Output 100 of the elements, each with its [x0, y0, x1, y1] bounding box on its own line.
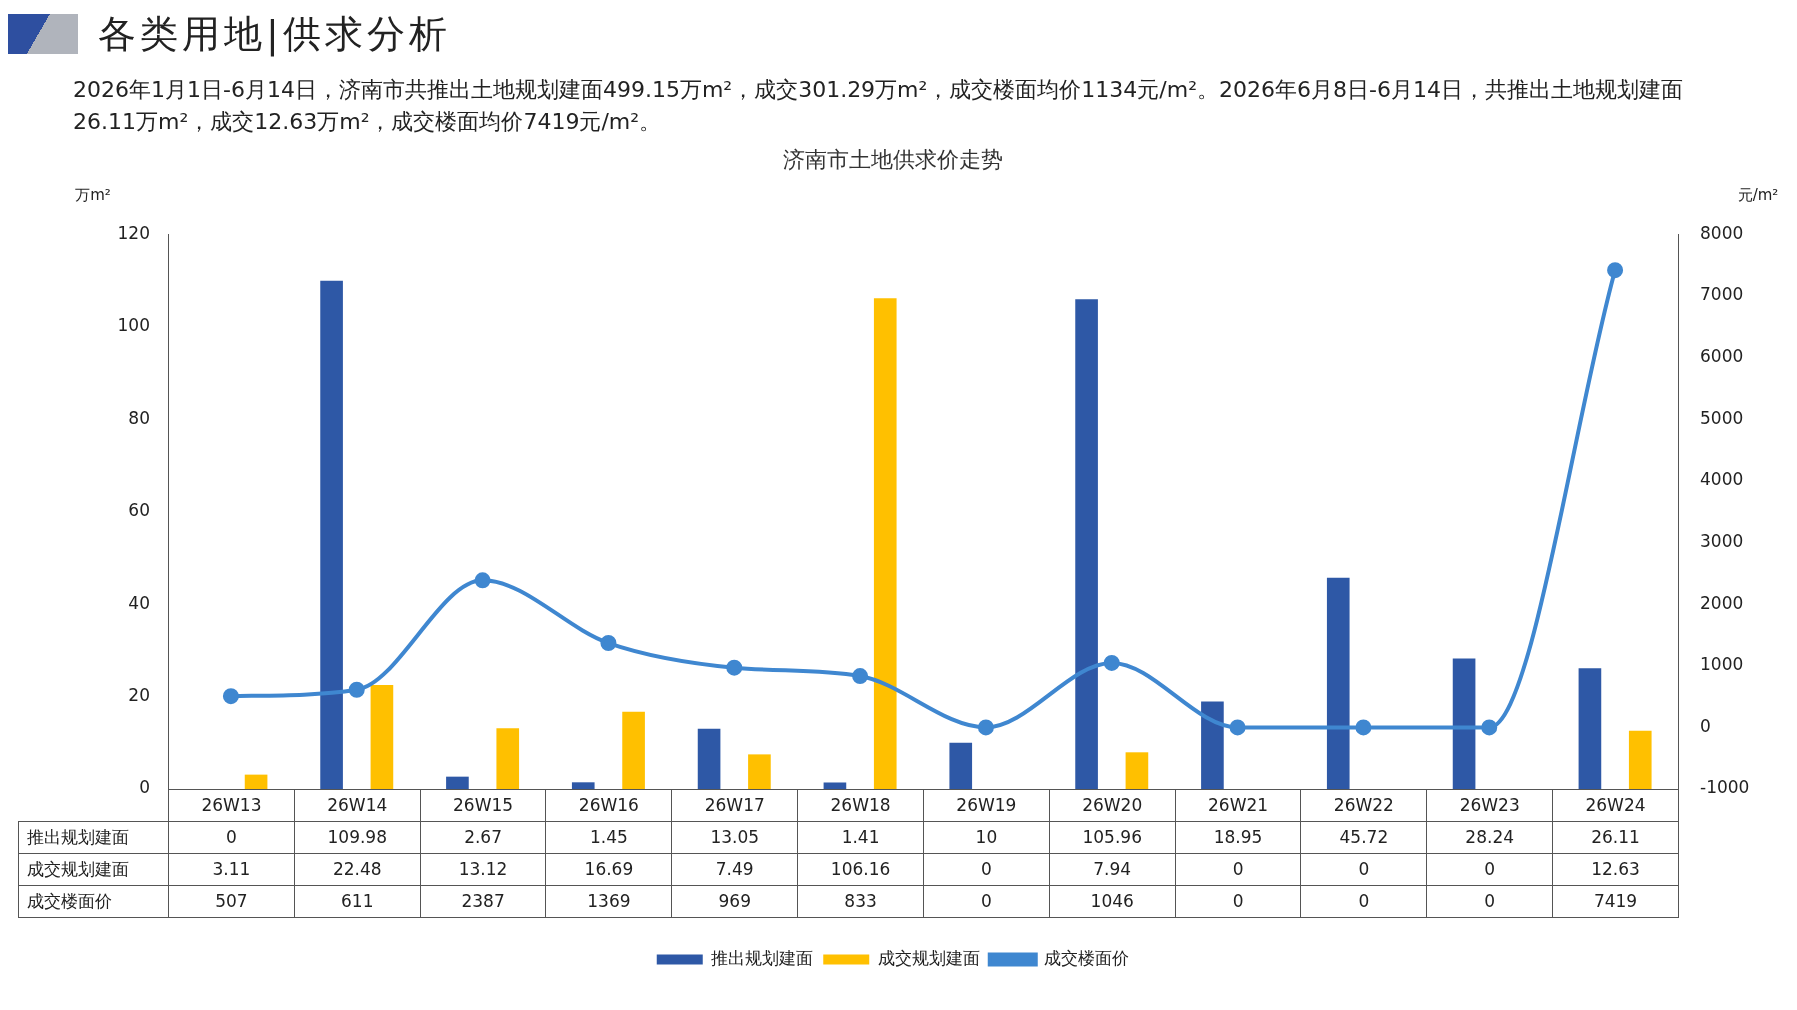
- y-tick-label: 120: [117, 222, 150, 243]
- y2-tick-label: 6000: [1700, 346, 1744, 367]
- data-label: 0: [1175, 885, 1301, 917]
- y-tick-label: 80: [128, 407, 150, 428]
- legend-label: 成交楼面价: [1044, 947, 1130, 968]
- data-label: 1.41: [797, 821, 924, 853]
- data-label: 13.05: [671, 821, 798, 853]
- text: 成交规划建面: [27, 858, 129, 879]
- data-label: 1046: [1049, 885, 1176, 917]
- x-tick-label: 26W20: [1049, 789, 1176, 821]
- data-label: 7419: [1552, 885, 1679, 917]
- y-tick-label: 20: [128, 684, 150, 705]
- x-tick-label: 26W16: [545, 789, 672, 821]
- data-label: 0: [1175, 853, 1301, 885]
- data-label: 16.69: [545, 853, 672, 885]
- text: 各类用地|供求分析: [98, 10, 451, 59]
- y2-tick-label: 3000: [1700, 530, 1744, 551]
- data-label: 7.94: [1049, 853, 1176, 885]
- bar: [320, 280, 343, 789]
- x-tick-label: 26W23: [1426, 789, 1553, 821]
- data-label: 833: [797, 885, 924, 917]
- point: [977, 719, 994, 736]
- legend-label: 推出规划建面: [711, 947, 814, 968]
- bar: [748, 754, 771, 789]
- bar: [1075, 299, 1098, 789]
- data-label: 2.67: [420, 821, 546, 853]
- data-label: 1.45: [545, 821, 672, 853]
- data-label: 0: [1300, 885, 1427, 917]
- point: [1355, 719, 1372, 736]
- x-tick-label: 26W18: [797, 789, 924, 821]
- data-label: 18.95: [1175, 821, 1301, 853]
- text: 2026年1月1日-6月14日，济南市共推出土地规划建面499.15万m²，成交301.29万m²，成交楼面均价1134元/m²。2026年6月8日-6月14日，共推出土地规划建面26.11万m²，成交12.63万m²，成交楼面均价7419元/m²。: [73, 76, 1684, 136]
- bar: [697, 728, 721, 789]
- data-label: 22.48: [294, 853, 421, 885]
- y2-tick-label: 1000: [1700, 654, 1744, 675]
- data-label: 105.96: [1049, 821, 1176, 853]
- data-label: 45.72: [1300, 821, 1427, 853]
- data-label: 611: [294, 885, 421, 917]
- data-label: 106.16: [797, 853, 924, 885]
- point: [600, 635, 617, 652]
- y2-tick-label: 7000: [1700, 284, 1744, 305]
- bar: [571, 782, 595, 789]
- data-label: 10: [923, 821, 1050, 853]
- x-tick-label: 26W15: [420, 789, 546, 821]
- bar: [1452, 658, 1476, 789]
- y2-tick-label: 4000: [1700, 469, 1744, 490]
- bar: [1628, 730, 1652, 789]
- bar: [1201, 701, 1224, 789]
- data-label: 2387: [420, 885, 546, 917]
- y-tick-label: 0: [139, 777, 150, 798]
- y2-tick-label: 8000: [1700, 222, 1744, 243]
- y2-axis-title: 元/m²: [1737, 186, 1779, 205]
- data-label: 0: [923, 853, 1050, 885]
- point: [1481, 719, 1498, 736]
- data-label: 0: [1300, 853, 1427, 885]
- bar: [949, 742, 973, 789]
- data-label: 0: [168, 821, 295, 853]
- bar: [244, 774, 268, 789]
- chart-title: 济南市土地供求价走势: [783, 146, 1003, 172]
- data-label: 1369: [545, 885, 672, 917]
- data-label: 969: [671, 885, 798, 917]
- bar: [1125, 752, 1149, 789]
- bar: [622, 711, 645, 789]
- x-tick-label: 26W22: [1300, 789, 1427, 821]
- point: [222, 688, 239, 705]
- data-label: 12.63: [1552, 853, 1679, 885]
- x-tick-label: 26W19: [923, 789, 1050, 821]
- y2-tick-label: -1000: [1700, 777, 1750, 798]
- data-label: 28.24: [1426, 821, 1553, 853]
- bar: [823, 782, 847, 789]
- data-label: 507: [168, 885, 295, 917]
- point: [348, 681, 365, 698]
- x-tick-label: 26W21: [1175, 789, 1301, 821]
- y-axis-title: 万m²: [75, 186, 111, 205]
- point: [726, 659, 743, 676]
- data-label: 0: [923, 885, 1050, 917]
- y-tick-label: 40: [128, 592, 150, 613]
- bar: [1578, 668, 1602, 789]
- point: [1607, 262, 1624, 279]
- text: 成交楼面价: [27, 890, 112, 911]
- x-tick-label: 26W14: [294, 789, 421, 821]
- bar: [446, 776, 469, 789]
- x-tick-label: 26W24: [1552, 789, 1679, 821]
- point: [852, 668, 869, 685]
- y2-tick-label: 2000: [1700, 592, 1744, 613]
- x-tick-label: 26W17: [671, 789, 798, 821]
- data-label: 109.98: [294, 821, 421, 853]
- bar: [370, 685, 394, 789]
- text: 推出规划建面: [27, 826, 129, 847]
- point: [1229, 719, 1246, 736]
- y2-tick-label: 5000: [1700, 407, 1744, 428]
- bar: [1326, 577, 1350, 789]
- data-label: 13.12: [420, 853, 546, 885]
- data-label: 3.11: [168, 853, 295, 885]
- data-label: 26.11: [1552, 821, 1679, 853]
- legend-label: 成交规划建面: [877, 947, 980, 968]
- point: [1103, 654, 1120, 671]
- data-label: 0: [1426, 853, 1553, 885]
- y2-tick-label: 0: [1700, 715, 1711, 736]
- data-label: 7.49: [671, 853, 798, 885]
